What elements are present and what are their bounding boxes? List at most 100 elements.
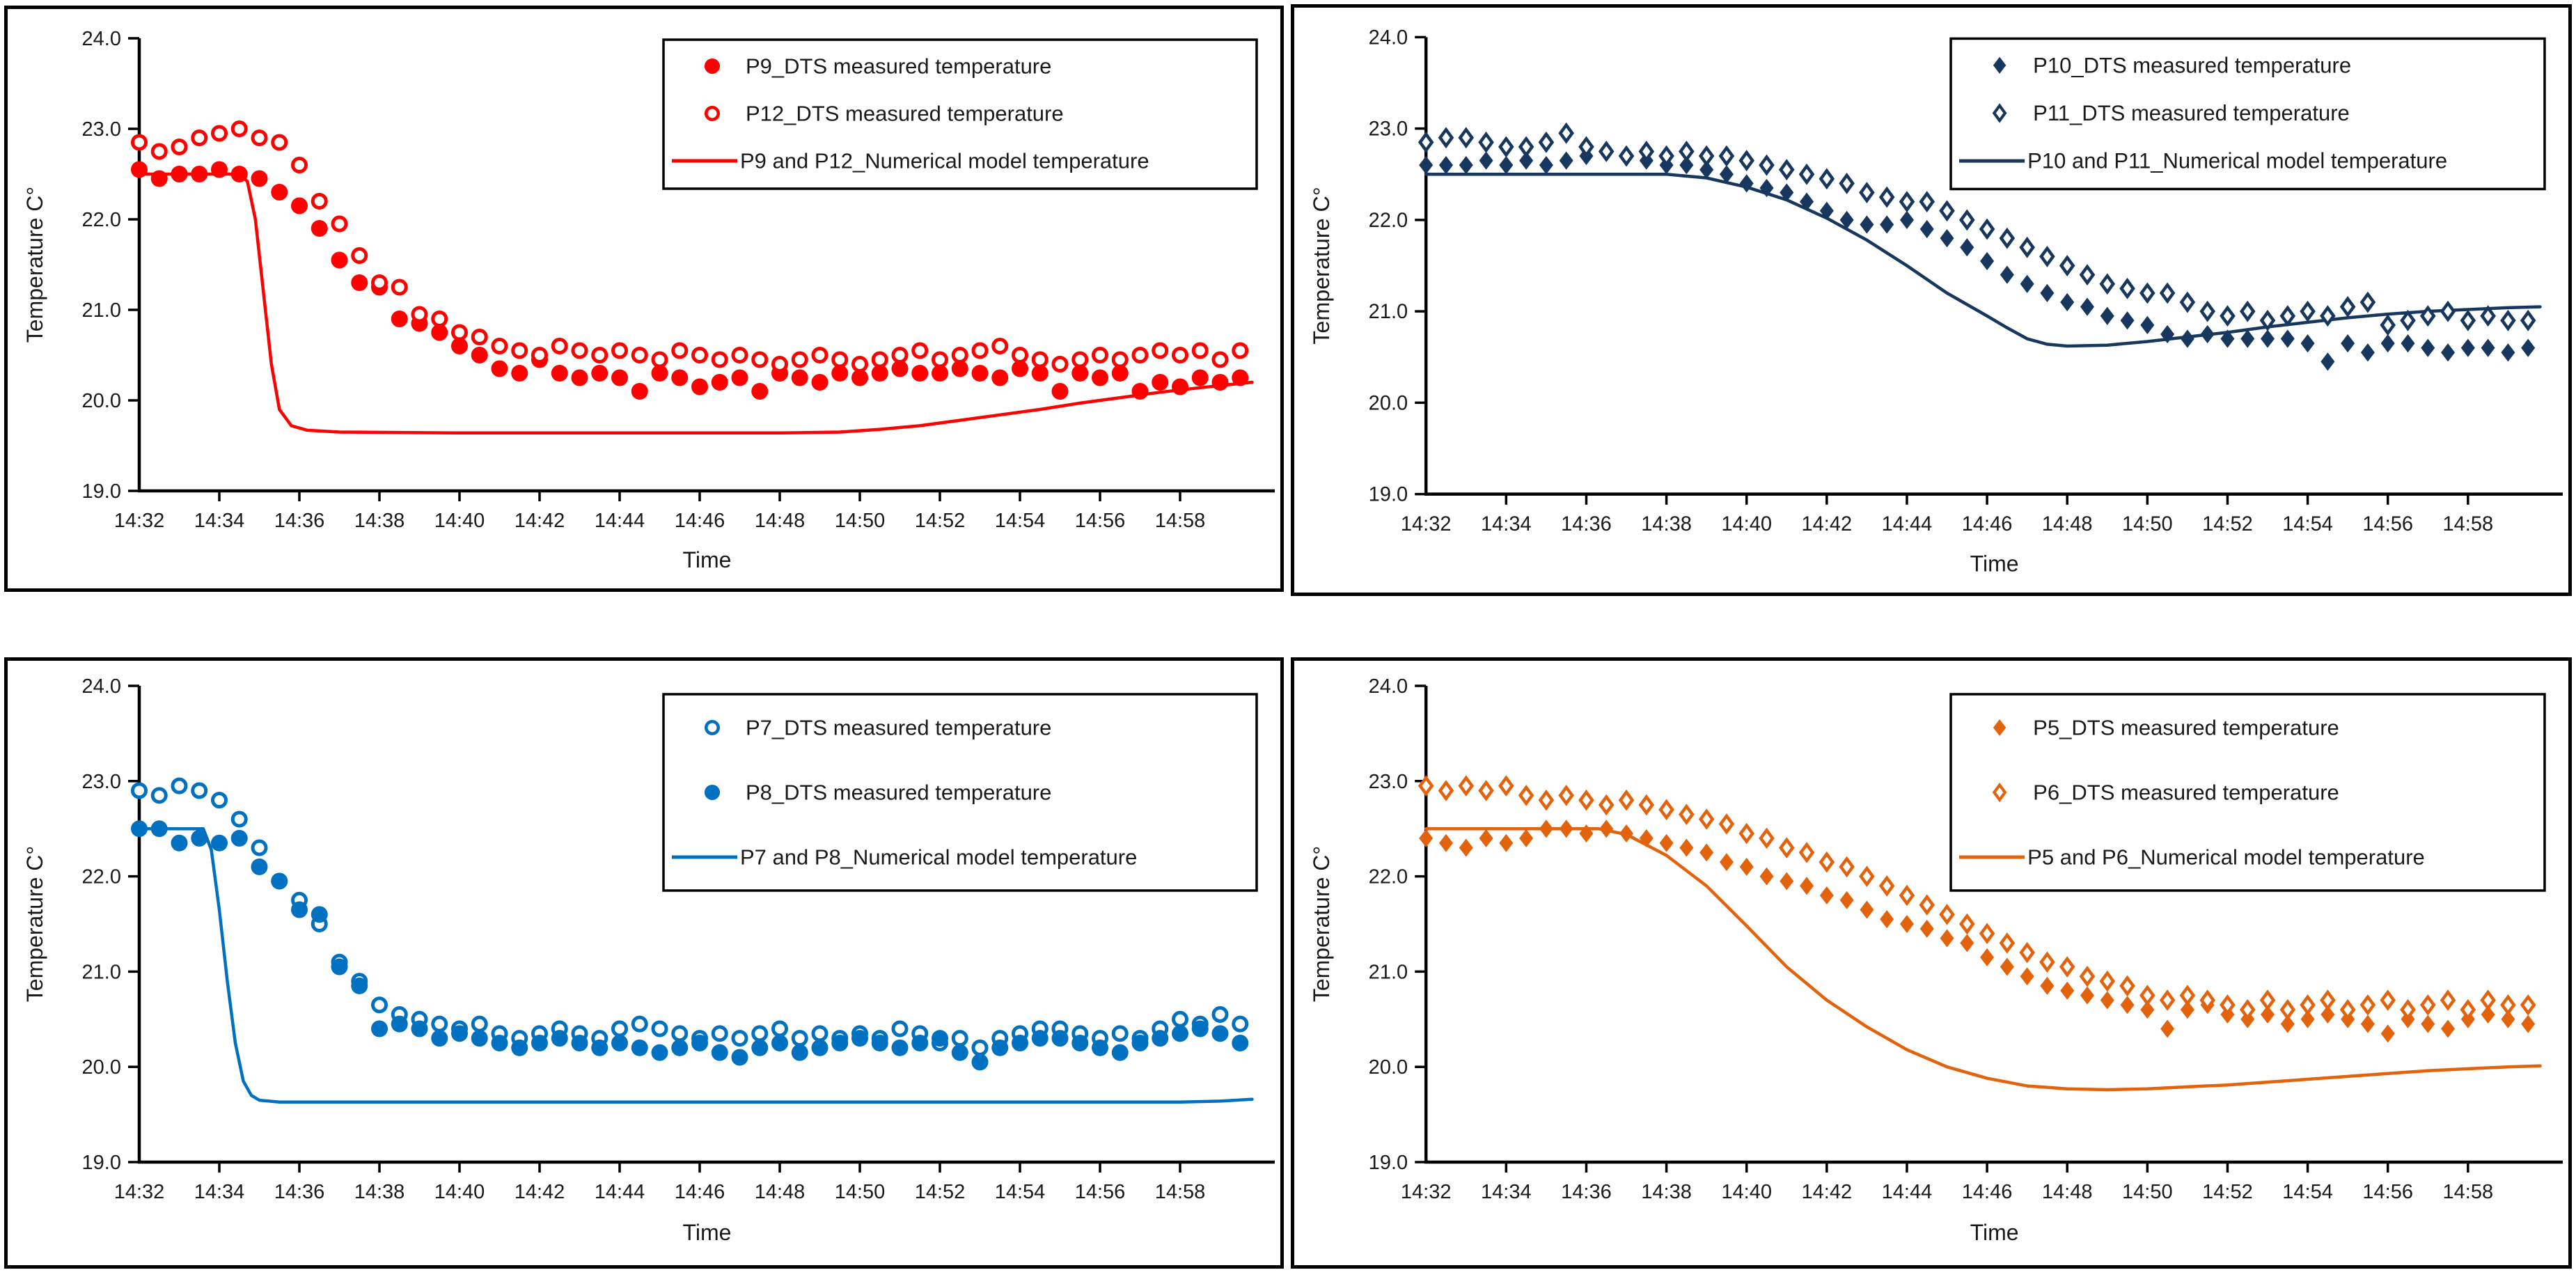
marker-filled-circle (731, 1049, 748, 1066)
marker-filled-circle (871, 1035, 888, 1051)
marker-open-circle (1152, 342, 1169, 359)
series-group (131, 777, 1254, 1104)
x-tick-label: 14:40 (434, 510, 485, 532)
marker-open-diamond (1798, 163, 1815, 185)
marker-open-diamond (1999, 932, 2016, 954)
x-tick-label: 14:56 (1075, 1181, 1126, 1203)
marker-filled-circle (571, 1035, 588, 1051)
y-tick-label: 20.0 (82, 1056, 121, 1079)
marker-filled-diamond (1619, 824, 1634, 843)
x-tick-label: 14:50 (2122, 1181, 2173, 1203)
marker-filled-diamond (1459, 156, 1473, 175)
y-tick-label: 21.0 (1369, 301, 1408, 323)
x-tick-label: 14:38 (1641, 1181, 1692, 1203)
x-tick-label: 14:54 (2282, 1181, 2333, 1203)
marker-open-diamond (1417, 775, 1434, 797)
marker-open-circle (471, 1015, 488, 1033)
marker-filled-diamond (1419, 156, 1434, 175)
marker-filled-diamond (2000, 957, 2014, 976)
marker-open-diamond (1498, 775, 1514, 797)
marker-open-diamond (1859, 865, 1875, 887)
marker-filled-circle (911, 365, 929, 382)
marker-filled-circle (1191, 1020, 1209, 1037)
scatter-series (131, 120, 1249, 373)
marker-filled-diamond (2300, 334, 2315, 353)
model-line-p5-p6 (1424, 826, 2542, 1092)
marker-open-circle (1071, 351, 1089, 368)
x-tick-label: 14:52 (2202, 1181, 2253, 1203)
marker-filled-diamond (1780, 183, 1794, 202)
marker-open-diamond (2259, 309, 2276, 331)
x-tick-label: 14:46 (675, 1181, 725, 1203)
marker-open-circle (1051, 356, 1069, 373)
x-axis-title: Time (1970, 1220, 2019, 1245)
marker-open-diamond (1618, 145, 1635, 167)
marker-open-diamond (1919, 191, 1935, 213)
marker-filled-diamond (2020, 967, 2034, 986)
marker-open-diamond (2480, 305, 2496, 327)
marker-open-circle (791, 351, 808, 368)
y-tick-label: 20.0 (82, 390, 121, 412)
x-tick-label: 14:56 (2362, 1181, 2413, 1203)
marker-open-diamond (2199, 989, 2215, 1011)
marker-open-diamond (2440, 300, 2456, 322)
marker-filled-circle (691, 378, 708, 395)
marker-filled-circle (291, 197, 308, 214)
marker-filled-diamond (1739, 857, 1754, 876)
marker-open-diamond (2119, 975, 2135, 997)
marker-open-diamond (1698, 808, 1715, 830)
marker-open-diamond (2019, 236, 2035, 258)
chart-p9-p12: 19.0 20.0 21.0 22.0 23.0 24.0 14:32 14:34 14:36 1… (22, 28, 1275, 572)
marker-open-circle (331, 215, 348, 233)
marker-open-circle (591, 347, 608, 363)
x-tick-label: 14:46 (1962, 513, 2013, 535)
marker-open-circle (731, 347, 748, 363)
marker-filled-diamond (1539, 820, 1553, 838)
marker-filled-circle (1111, 1044, 1129, 1061)
marker-open-diamond (2279, 998, 2296, 1021)
marker-filled-circle (971, 1053, 989, 1071)
marker-open-diamond (1738, 822, 1755, 845)
legend-item-label: P7 and P8_Numerical model temperature (740, 845, 1137, 870)
x-tick-label: 14:48 (755, 510, 806, 532)
marker-open-diamond (2279, 305, 2296, 327)
marker-filled-circle (951, 1044, 968, 1061)
marker-open-circle (230, 810, 248, 828)
marker-filled-diamond (2080, 297, 2095, 316)
marker-filled-diamond (1679, 156, 1694, 175)
marker-filled-diamond (2240, 329, 2255, 348)
marker-open-circle (711, 1025, 728, 1042)
marker-open-diamond (2099, 273, 2116, 295)
marker-filled-diamond (1479, 151, 1493, 170)
x-tick-label: 14:34 (194, 510, 245, 532)
marker-open-circle (571, 342, 588, 359)
marker-filled-circle (1092, 369, 1108, 386)
marker-filled-circle (150, 820, 168, 838)
marker-open-circle (511, 342, 528, 359)
marker-open-diamond (1759, 154, 1775, 176)
marker-filled-circle (831, 1035, 849, 1051)
x-tick-label: 14:54 (995, 1181, 1046, 1203)
marker-filled-diamond (1479, 829, 1493, 847)
marker-open-circle (371, 996, 388, 1014)
marker-open-diamond (1638, 794, 1655, 816)
marker-filled-circle (391, 1015, 408, 1033)
x-tick-label: 14:48 (2042, 1181, 2093, 1203)
x-tick-label: 14:58 (1155, 1181, 1206, 1203)
y-tick-label: 24.0 (1369, 675, 1408, 698)
marker-open-diamond (2480, 989, 2496, 1011)
marker-filled-circle (150, 170, 168, 187)
marker-open-diamond (2300, 300, 2316, 322)
marker-open-diamond (1819, 851, 1835, 873)
marker-filled-circle (511, 1039, 528, 1056)
marker-filled-diamond (1579, 824, 1594, 843)
x-axis-title: Time (1970, 551, 2019, 577)
marker-filled-circle (511, 365, 528, 382)
marker-filled-circle (171, 834, 188, 852)
marker-filled-diamond (1819, 886, 1834, 904)
marker-filled-diamond (1860, 900, 1874, 919)
marker-open-diamond (1839, 172, 1855, 194)
x-tick-label: 14:40 (1721, 513, 1772, 535)
marker-open-circle (891, 1020, 909, 1037)
marker-filled-circle (531, 1035, 548, 1051)
